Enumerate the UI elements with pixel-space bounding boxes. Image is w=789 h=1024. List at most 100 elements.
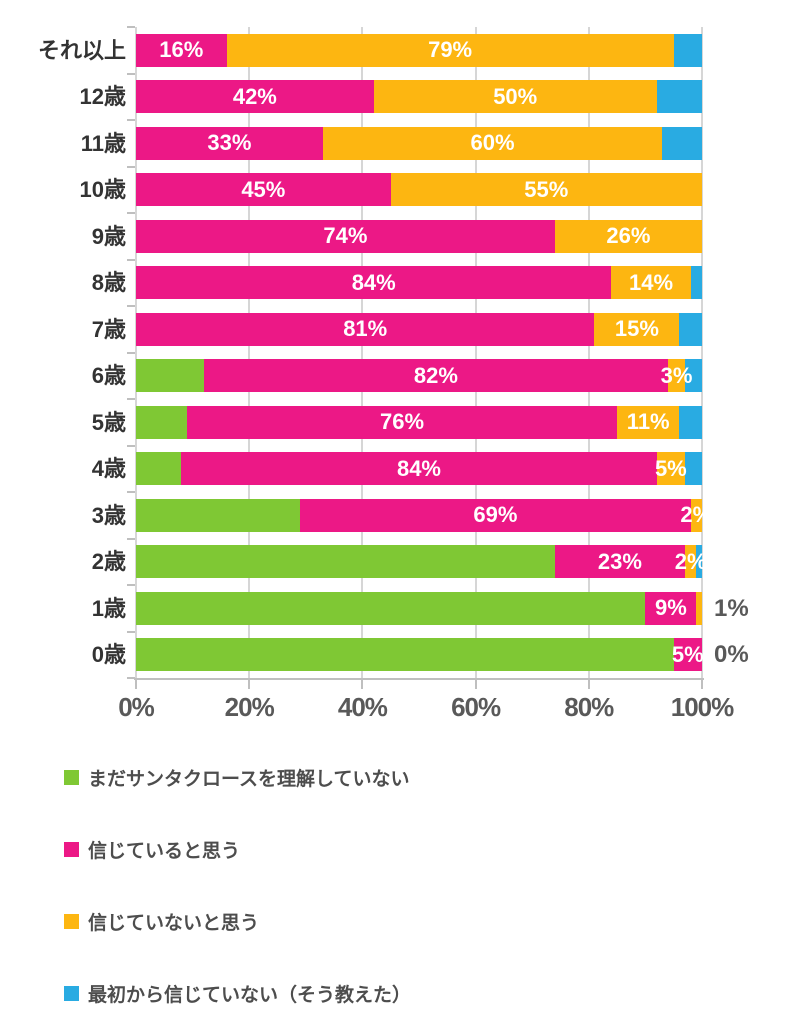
legend-item-0: まだサンタクロースを理解していない [64, 762, 409, 792]
bar-value-label: 79% [428, 37, 473, 63]
bar-segment-最初から信じていない（そう教えた） [690, 266, 702, 300]
bar-segment-まだサンタクロースを理解していない [136, 405, 187, 439]
category-label-7: 6歳 [91, 363, 126, 389]
y-axis-tick [127, 26, 135, 28]
bar-value-label: 16% [159, 37, 204, 63]
category-label-2: 11歳 [80, 130, 126, 156]
legend-label: まだサンタクロースを理解していない [88, 768, 410, 790]
category-label-9: 4歳 [91, 456, 126, 482]
category-label-10: 3歳 [91, 502, 126, 528]
bar-segment-最初から信じていない（そう教えた） [679, 405, 702, 439]
bar-segment-まだサンタクロースを理解していない [136, 545, 555, 579]
legend-swatch-icon [64, 769, 79, 785]
y-axis-tick [127, 305, 135, 307]
x-axis-label: 60% [451, 692, 501, 722]
y-axis-tick [127, 351, 135, 354]
category-label-13: 0歳 [91, 642, 126, 668]
bar-row: 82% 3% [136, 359, 702, 393]
category-label-8: 5歳 [91, 409, 126, 435]
bar-value-label: 76% [379, 409, 425, 435]
bar-row: 69% 2% [136, 498, 712, 532]
x-axis-tick-20% [248, 678, 251, 689]
bar-segment-信じていると思う: 5% [671, 638, 704, 672]
bar-value-label: 55% [524, 176, 569, 202]
bar-segment-信じていないと思う: 3% [661, 359, 692, 393]
bar-segment-最初から信じていない（そう教えた） [673, 33, 702, 67]
y-axis-tick [127, 212, 135, 214]
bar-value-label: 82% [413, 362, 458, 388]
x-axis-label: 80% [564, 692, 614, 722]
legend-label: 信じていないと思う [88, 912, 260, 934]
bar-segment-信じていると思う: 9% [645, 591, 697, 625]
bar-value-label: 23% [597, 548, 642, 574]
category-label-1: 12歳 [79, 84, 126, 110]
y-axis-tick [127, 72, 135, 75]
bar-row: 81% 15% [136, 312, 702, 346]
legend-label: 最初から信じていない（そう教えた） [88, 984, 412, 1006]
bar-row: 45% 55% [136, 173, 702, 207]
bar-segment-信じていないと思う: 60% [322, 126, 663, 160]
bar-value-label: 84% [396, 455, 442, 481]
y-axis-tick [127, 630, 135, 633]
category-label-6: 7歳 [91, 316, 126, 342]
bar-segment-信じていると思う: 81% [136, 312, 595, 346]
category-label-0: それ以上 [37, 37, 126, 63]
bar-segment-まだサンタクロースを理解していない [136, 359, 204, 393]
bar-row: 42% 50% [136, 80, 702, 114]
gridline-100% [701, 27, 703, 678]
bar-value-label: 33% [207, 130, 252, 156]
bar-segment-信じていないと思う: 11% [617, 405, 680, 439]
legend-item-2: 信じていないと思う [64, 906, 259, 936]
gridline-20% [248, 27, 251, 678]
category-label-4: 9歳 [91, 223, 126, 249]
x-axis-tick-80% [587, 678, 590, 689]
x-axis-label: 40% [337, 692, 388, 722]
bar-row: 23% 2% [136, 545, 707, 579]
x-axis-tick-60% [474, 678, 477, 689]
y-axis-tick [127, 119, 135, 121]
gridline-80% [587, 27, 590, 678]
bar-segment-信じていると思う: 76% [186, 405, 618, 439]
x-axis-tick-40% [361, 678, 364, 689]
bar-segment-最初から信じていない（そう教えた） [696, 545, 702, 579]
bar-segment-信じていると思う: 23% [554, 545, 685, 579]
legend-swatch-icon [64, 985, 79, 1001]
x-axis-label: 20% [224, 692, 275, 722]
gridline-60% [474, 27, 477, 678]
y-axis-tick [127, 165, 135, 168]
bar-segment-信じていないと思う: 14% [611, 266, 691, 300]
bar-value-label: 5% [671, 641, 704, 667]
category-label-5: 8歳 [91, 270, 126, 296]
bar-value-label: 14% [629, 269, 674, 295]
bar-value-label: 2% [674, 548, 707, 574]
legend-item-3: 最初から信じていない（そう教えた） [64, 978, 411, 1008]
bar-segment-信じていないと思う: 2% [680, 498, 712, 532]
y-axis-tick [127, 537, 135, 540]
y-axis-tick [127, 491, 135, 493]
y-axis-tick [127, 398, 135, 400]
bar-value-label: 74% [323, 223, 368, 249]
bar-segment-信じていないと思う: 5% [654, 452, 687, 486]
category-label-12: 1歳 [91, 595, 126, 621]
bar-value-label: 5% [654, 455, 687, 481]
bar-segment-信じていないと思う: 15% [594, 312, 680, 346]
bar-segment-まだサンタクロースを理解していない [136, 638, 674, 672]
bar-value-label: 50% [493, 83, 538, 109]
bar-row: 33% 60% [136, 126, 702, 160]
gridline-40% [361, 27, 364, 678]
bar-segment-信じていると思う: 82% [203, 359, 669, 393]
bar-value-label: 81% [343, 316, 388, 342]
bar-value-label: 45% [241, 176, 286, 202]
bar-value-label: 42% [232, 83, 277, 109]
bar-segment-信じていると思う: 16% [136, 33, 227, 67]
x-axis-label: 0% [118, 692, 155, 722]
bar-segment-信じていると思う: 42% [136, 80, 374, 114]
bar-value-label: 60% [470, 130, 515, 156]
bar-segment-信じていると思う: 33% [136, 126, 323, 160]
bar-segment-信じていないと思う: 26% [554, 219, 702, 253]
bar-row: 84% 5% [136, 452, 702, 486]
x-axis-tick-100% [701, 678, 703, 689]
y-axis-tick [127, 584, 135, 586]
bar-segment-信じていないと思う: 55% [390, 173, 702, 207]
